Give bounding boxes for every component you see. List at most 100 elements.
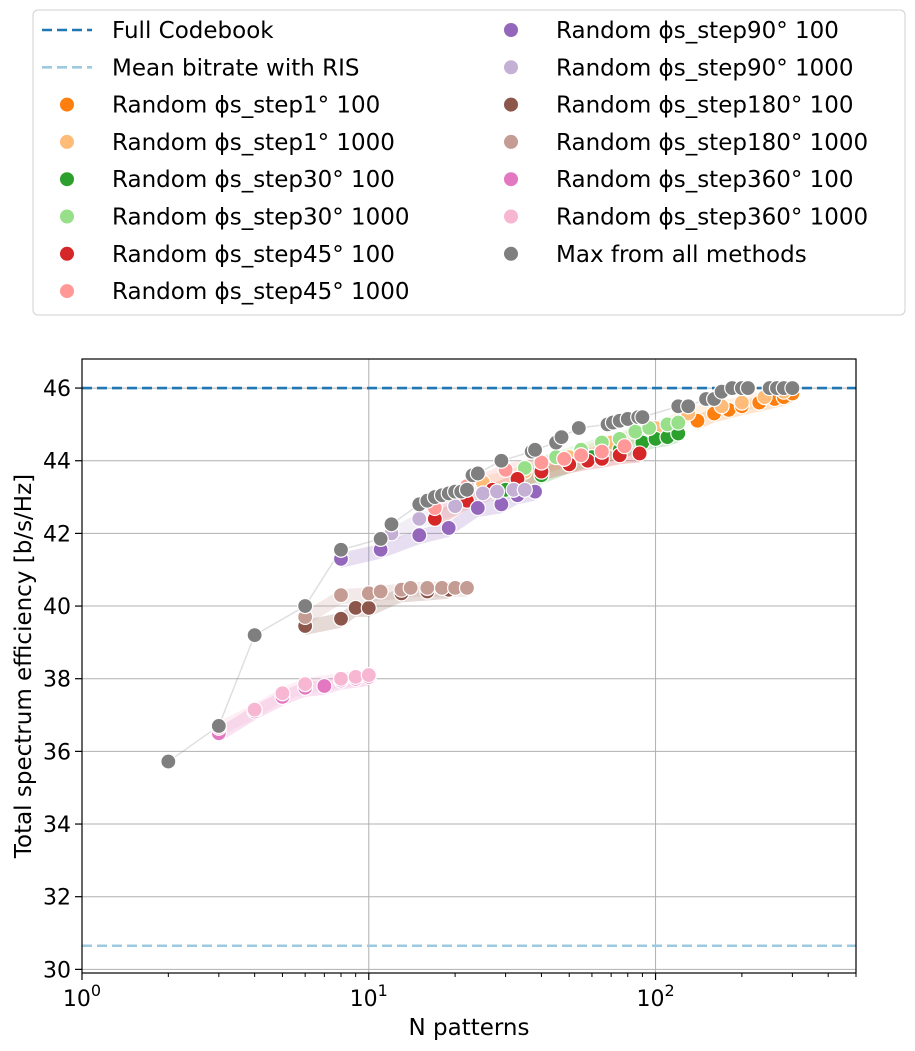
y-tick-label: 40 <box>43 595 71 620</box>
data-point <box>570 419 587 437</box>
x-axis-label: N patterns <box>408 1015 529 1041</box>
data-point <box>360 666 377 684</box>
legend-dot-swatch <box>59 171 75 188</box>
x-tick-base: 10 <box>350 987 378 1012</box>
y-tick-label: 38 <box>43 668 71 693</box>
data-point <box>469 499 486 517</box>
data-point <box>733 394 750 411</box>
data-point <box>160 753 177 770</box>
data-point <box>246 627 263 644</box>
legend: Full Codebook Mean bitrate with RIS Random… <box>32 9 906 316</box>
legend-item: Random ϕs_step360° 1000 <box>503 205 868 231</box>
x-tick-exponent: 2 <box>664 981 674 1000</box>
data-point <box>419 579 436 596</box>
data-point <box>360 599 377 616</box>
y-tick-label: 30 <box>43 958 71 983</box>
data-point <box>372 583 389 600</box>
data-point <box>246 701 263 718</box>
legend-dot-swatch <box>503 22 519 38</box>
legend-item: Random ϕs_step360° 100 <box>503 167 854 193</box>
data-point <box>274 685 291 702</box>
legend-dot-swatch <box>503 208 519 225</box>
x-tick-label: 102 <box>636 981 674 1012</box>
legend-label: Random ϕs_step180° 1000 <box>556 130 868 156</box>
legend-item: Random ϕs_step30° 100 <box>59 167 395 193</box>
legend-label: Max from all methods <box>556 242 807 268</box>
legend-item: Random ϕs_step30° 1000 <box>59 205 410 231</box>
data-point <box>402 579 419 596</box>
legend-item: Random ϕs_step90° 100 <box>503 18 839 44</box>
plot-frame <box>81 358 857 974</box>
legend-dot-swatch <box>59 283 75 300</box>
legend-item: Max from all methods <box>503 242 807 268</box>
legend-item: Random ϕs_step180° 1000 <box>503 130 868 156</box>
legend-label: Mean bitrate with RIS <box>112 55 360 81</box>
legend-label: Random ϕs_step1° 1000 <box>112 130 395 156</box>
legend-label: Random ϕs_step90° 100 <box>556 18 839 44</box>
legend-label: Random ϕs_step360° 1000 <box>556 205 868 231</box>
x-tick-base: 10 <box>63 987 91 1012</box>
data-point <box>411 527 428 544</box>
data-point <box>526 441 544 458</box>
legend-label: Random ϕs_step45° 1000 <box>112 279 410 305</box>
data-point <box>474 485 491 502</box>
data-point <box>593 443 611 460</box>
data-point <box>670 414 687 431</box>
series-band <box>340 485 536 568</box>
data-point <box>383 516 400 533</box>
legend-frame <box>32 9 906 316</box>
legend-label: Random ϕs_step90° 1000 <box>556 55 854 81</box>
legend-label: Random ϕs_step180° 100 <box>556 93 854 119</box>
data-point <box>458 579 476 596</box>
y-axis-label: Total spectrum efficiency [b/s/Hz] <box>11 474 37 859</box>
data-point <box>616 438 633 455</box>
data-point <box>332 541 350 558</box>
legend-label: Random ϕs_step45° 100 <box>112 242 395 268</box>
legend-dot-swatch <box>59 245 75 262</box>
legend-item: Random ϕs_step90° 1000 <box>503 55 854 81</box>
data-point <box>784 379 801 397</box>
legend-dot-swatch <box>59 133 75 150</box>
y-tick-label: 44 <box>43 450 71 475</box>
legend-item: Random ϕs_step1° 100 <box>59 93 380 119</box>
data-point <box>469 465 486 482</box>
series-points <box>160 379 801 770</box>
data-point <box>297 676 314 693</box>
data-point <box>488 483 506 500</box>
data-point <box>440 519 457 537</box>
data-point <box>533 454 550 471</box>
data-point <box>372 530 389 547</box>
x-tick-label: 101 <box>350 981 388 1012</box>
legend-item: Random ϕs_step45° 1000 <box>59 279 410 305</box>
y-tick-label: 34 <box>43 813 71 838</box>
data-point <box>516 481 533 498</box>
data-point <box>332 670 350 687</box>
data-point <box>493 452 510 469</box>
data-point <box>297 597 314 615</box>
legend-dot-swatch <box>503 59 519 76</box>
legend-dot-swatch <box>59 96 75 113</box>
x-tick-label: 100 <box>63 981 101 1012</box>
legend-item: Mean bitrate with RIS <box>42 55 360 81</box>
data-point <box>553 429 570 446</box>
data-point <box>332 587 350 604</box>
legend-dot-swatch <box>503 96 519 113</box>
legend-item: Random ϕs_step1° 1000 <box>59 130 395 156</box>
y-tick-label: 42 <box>43 522 71 547</box>
y-tick-label: 36 <box>43 740 71 765</box>
y-tick-label: 32 <box>43 886 71 911</box>
data-point <box>634 409 651 426</box>
y-tick-label: 46 <box>43 377 71 402</box>
legend-dot-swatch <box>503 171 519 188</box>
x-tick-exponent: 1 <box>378 981 388 1000</box>
grid <box>81 359 856 973</box>
legend-label: Random ϕs_step1° 100 <box>112 93 380 119</box>
legend-label: Random ϕs_step30° 1000 <box>112 205 410 231</box>
data-point <box>739 379 757 397</box>
data-point <box>316 677 333 695</box>
data-point <box>411 510 428 527</box>
y-axis-ticks: 30 32 34 36 38 40 42 44 46 <box>43 377 82 983</box>
legend-label: Full Codebook <box>112 18 274 44</box>
legend-item: Random ϕs_step180° 100 <box>503 93 854 119</box>
